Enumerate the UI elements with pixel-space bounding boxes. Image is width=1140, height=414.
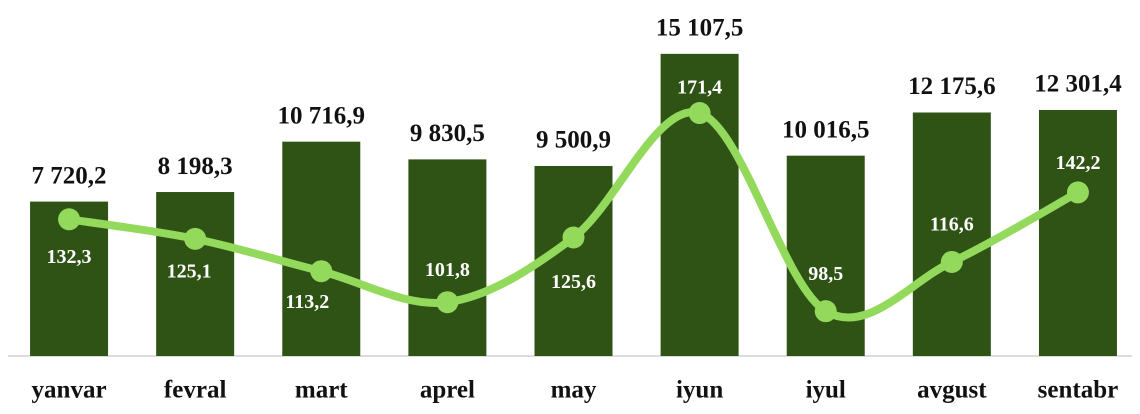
line-value-label: 125,6 [551,271,596,293]
line-point [184,227,207,250]
line-point [562,226,585,249]
x-tick-label: sentabr [1038,377,1119,404]
bar [786,155,865,356]
line-point [1066,181,1089,204]
bar-value-label: 12 301,4 [1034,71,1122,98]
line-value-label: 171,4 [677,77,722,99]
x-tick-label: iyun [676,377,723,404]
bar [282,141,361,356]
line-value-label: 116,6 [930,214,974,236]
x-tick-label: may [551,377,597,404]
bar-value-label: 9 500,9 [536,127,611,154]
line-point [940,250,963,273]
bar-value-label: 7 720,2 [32,162,107,189]
line-point [310,260,333,283]
x-tick-label: avgust [917,377,987,404]
x-tick-label: mart [295,377,348,404]
x-tick-label: aprel [420,377,475,404]
bar [912,112,991,356]
bar-value-label: 10 016,5 [782,116,870,143]
bar-value-label: 10 716,9 [278,102,366,129]
x-tick-label: iyul [806,377,846,404]
line-value-label: 113,2 [285,291,329,313]
line-value-label: 132,3 [47,246,92,268]
bar [408,159,487,356]
line-point [436,291,459,314]
line-value-label: 142,2 [1055,152,1100,174]
line-value-label: 101,8 [425,259,470,281]
bar [156,192,235,356]
line [65,108,1082,322]
bar-value-label: 12 175,6 [908,73,996,100]
line-point [814,300,837,323]
bar [1038,109,1117,356]
bar-value-label: 8 198,3 [158,153,233,180]
bar-value-label: 9 830,5 [410,120,485,147]
line-point [58,208,81,231]
line-point [688,102,711,125]
x-tick-label: yanvar [32,377,107,404]
bar-value-label: 15 107,5 [656,15,744,42]
x-tick-label: fevral [164,377,227,404]
line-value-label: 98,5 [808,263,843,285]
bar [660,53,739,356]
line-value-label: 125,1 [167,260,212,282]
